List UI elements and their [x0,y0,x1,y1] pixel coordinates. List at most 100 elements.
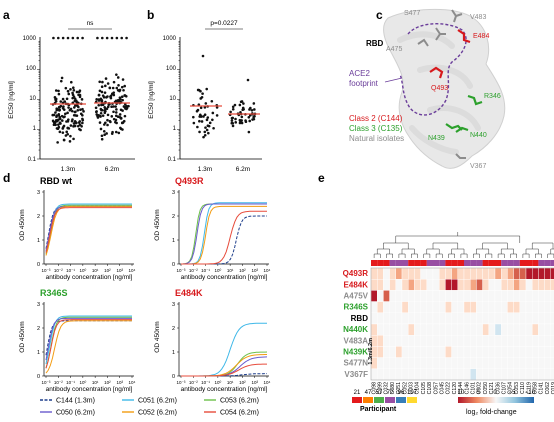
scatter-point [192,115,195,119]
heatmap-cell [513,290,520,302]
scatter-point-capped [61,36,65,40]
scatter-point [97,114,101,117]
scatter-point [99,111,103,115]
scatter-point [196,125,199,129]
participant-strip-cell [470,260,477,266]
heatmap-cell [476,346,483,358]
heatmap-column-label: C101 [471,382,477,395]
d-curve-1 [45,315,132,365]
scatter-point [199,106,203,110]
heatmap-cell [395,279,403,291]
scatter-point [66,132,70,136]
scatter-point [56,141,59,144]
scatter-point [114,105,117,108]
heatmap-row-label: R346S [344,303,369,312]
a-sig-text: ns [87,20,95,27]
heatmap-cell [476,312,483,325]
d-xtick: 10⁴ [129,268,136,273]
heatmap-cell [482,335,490,347]
heatmap-cell [370,279,378,291]
heatmap-column-label: C058 [533,382,539,395]
d-plot-wt: 3 2 1 010⁻³ 10⁻² 10⁻¹ 10⁰ 10¹ 10² 10³ 10⁴ OD 450nm a… [19,190,136,281]
d-ytick: 0 [37,262,40,268]
heatmap-cell [395,323,403,336]
heatmap-cell [501,357,508,370]
heatmap-column-label: C036 [495,382,501,395]
scatter-point [117,83,120,87]
scatter-point [202,115,205,118]
heatmap-cell [377,301,384,314]
heatmap-cell [532,267,539,280]
heatmap-cell [525,312,533,325]
scatter-point [121,109,124,112]
heatmap-cell [432,301,440,314]
scatter-point [101,94,105,97]
scatter-point [72,95,76,98]
scatter-point [203,113,207,117]
panel-label-c: c [376,8,383,22]
participant-strip-cell [371,260,378,266]
d-xtick: 10⁻² [189,380,198,385]
heatmap-cell [519,290,527,302]
scatter-point [123,84,126,88]
heatmap-cell [445,312,452,325]
scatter-point [215,106,219,109]
scatter-point [103,123,106,126]
heatmap-cell [383,267,390,280]
scatter-point [78,123,82,126]
scatter-point [104,84,107,88]
heatmap-cell [544,290,551,302]
scatter-point [106,105,110,109]
heatmap-cell [414,301,421,314]
heatmap-cell [395,357,403,370]
heatmap-cell [525,368,533,381]
scatter-point [211,118,214,122]
d-curve-2 [180,203,267,265]
heatmap-cell [432,312,440,325]
heatmap-cell [370,368,378,381]
heatmap-cell [420,346,428,358]
rbd-label: RBD [366,39,384,48]
heatmap-cell [501,301,508,314]
heatmap-cell [532,301,539,314]
heatmap-cell [426,346,434,358]
heatmap-cell [370,301,378,314]
scatter-point [81,113,84,117]
heatmap-column-label: C108 [427,382,433,395]
heatmap-row-label: N439K [343,347,368,356]
heatmap-column-label: C120 [452,382,458,395]
scatter-point [244,120,248,124]
d-title-r346s: R346S [40,288,68,298]
d-xlabel: antibody concentration [ng/ml] [181,386,268,393]
heatmap-cell [525,323,533,336]
scatter-point [72,122,76,125]
scatter-point [98,121,102,124]
heatmap-cell [439,346,446,358]
scatter-point [74,121,78,125]
heatmap-cell [482,357,490,370]
d-xtick: 10² [239,268,246,273]
scatter-point [57,123,60,126]
heatmap-cell [408,357,415,370]
heatmap-cell [476,301,483,314]
heatmap-header-label: 1.3m/6.2m [368,338,374,365]
heatmap-cell [426,368,434,381]
d-ylabel: OD 450nm [19,209,26,240]
d-xtick: 10⁻² [189,268,198,273]
heatmap-cell [470,267,477,280]
scatter-point [97,103,101,107]
heatmap-cell [501,368,508,381]
d-xlabel: antibody concentration [ng/ml] [181,274,268,281]
scatter-point [200,95,204,99]
d-ytick: 3 [172,302,175,308]
panel-label-d: d [3,171,10,185]
heatmap-cell [439,279,446,291]
heatmap-column-label: C105 [421,382,427,395]
b-scatter-points [192,54,257,139]
d-curve-2 [45,316,132,369]
scatter-point [60,114,64,118]
heatmap-cell [532,335,539,347]
scatter-point [65,120,68,123]
heatmap-cell [532,290,539,302]
heatmap-cell [470,301,477,314]
